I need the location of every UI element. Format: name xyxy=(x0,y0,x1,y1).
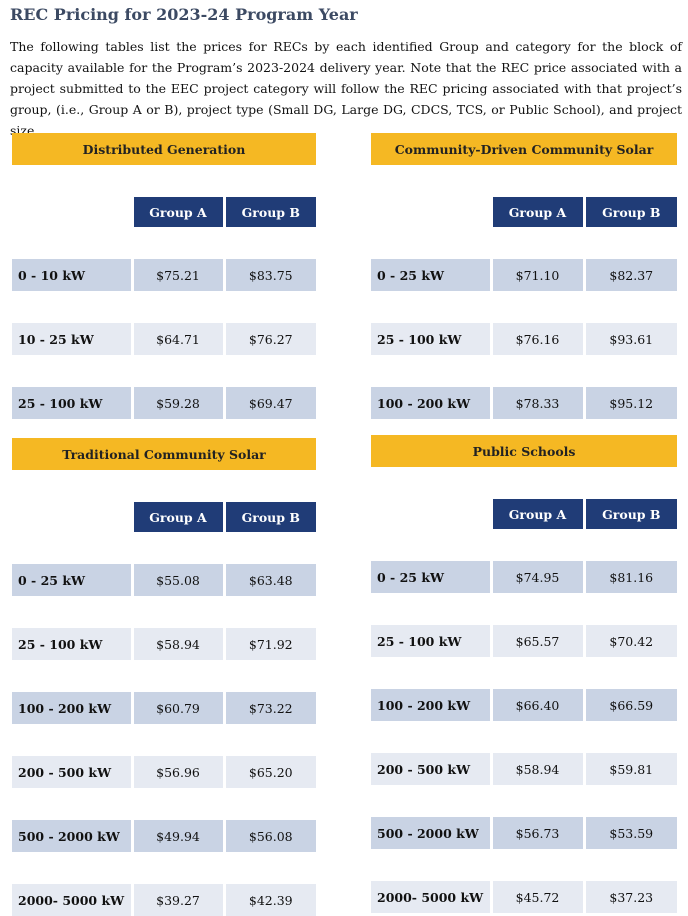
table-row: 25 - 100 kW $59.28 $69.47 xyxy=(12,387,317,419)
size-range-cell: 500 - 2000 kW xyxy=(12,820,132,852)
header-blank-cell xyxy=(371,197,491,227)
size-range-cell: 200 - 500 kW xyxy=(371,753,491,785)
size-range-cell: 0 - 25 kW xyxy=(12,564,132,596)
size-range-cell: 25 - 100 kW xyxy=(12,387,132,419)
group-b-price-cell: $93.61 xyxy=(582,323,678,355)
group-a-price-cell: $58.94 xyxy=(489,753,584,785)
group-a-price-cell: $45.72 xyxy=(489,881,584,913)
group-b-price-cell: $63.48 xyxy=(222,564,316,596)
group-b-price-cell: $70.42 xyxy=(582,625,678,657)
table-row: 100 - 200 kW $66.40 $66.59 xyxy=(371,689,678,721)
table-row: 10 - 25 kW $64.71 $76.27 xyxy=(12,323,317,355)
public-schools-table: Public Schools Group A Group B 0 - 25 kW $74… xyxy=(371,435,678,913)
column-header-group-b: Group B xyxy=(582,499,678,529)
table-row: 0 - 25 kW $55.08 $63.48 xyxy=(12,564,316,596)
table-row: 200 - 500 kW $58.94 $59.81 xyxy=(371,753,678,785)
size-range-cell: 25 - 100 kW xyxy=(371,323,491,355)
group-b-price-cell: $66.59 xyxy=(582,689,678,721)
group-a-price-cell: $66.40 xyxy=(489,689,584,721)
group-a-price-cell: $78.33 xyxy=(489,387,584,419)
column-header-group-b: Group B xyxy=(222,502,316,532)
column-header-group-a: Group A xyxy=(130,502,224,532)
column-header-group-b: Group B xyxy=(582,197,678,227)
table-row: 2000- 5000 kW $39.27 $42.39 xyxy=(12,884,316,916)
column-header-group-b: Group B xyxy=(222,197,317,227)
size-range-cell: 2000- 5000 kW xyxy=(371,881,491,913)
group-b-price-cell: $42.39 xyxy=(222,884,316,916)
group-a-price-cell: $64.71 xyxy=(130,323,224,355)
group-b-price-cell: $95.12 xyxy=(582,387,678,419)
column-header-group-a: Group A xyxy=(489,499,584,529)
group-a-price-cell: $75.21 xyxy=(130,259,224,291)
table-row: 100 - 200 kW $78.33 $95.12 xyxy=(371,387,678,419)
table-row: 0 - 10 kW $75.21 $83.75 xyxy=(12,259,317,291)
group-b-price-cell: $83.75 xyxy=(222,259,317,291)
header-blank-cell xyxy=(12,197,132,227)
size-range-cell: 100 - 200 kW xyxy=(12,692,132,724)
column-header-group-a: Group A xyxy=(489,197,584,227)
table-caption: Public Schools xyxy=(371,435,678,467)
table-caption: Community-Driven Community Solar xyxy=(371,133,678,165)
page-title: REC Pricing for 2023-24 Program Year xyxy=(10,5,358,24)
size-range-cell: 100 - 200 kW xyxy=(371,387,491,419)
group-a-price-cell: $56.96 xyxy=(130,756,224,788)
table-row: 0 - 25 kW $71.10 $82.37 xyxy=(371,259,678,291)
size-range-cell: 100 - 200 kW xyxy=(371,689,491,721)
column-header-group-a: Group A xyxy=(130,197,224,227)
table-row: 25 - 100 kW $58.94 $71.92 xyxy=(12,628,316,660)
group-a-price-cell: $60.79 xyxy=(130,692,224,724)
header-blank-cell xyxy=(371,499,491,529)
group-b-price-cell: $59.81 xyxy=(582,753,678,785)
group-a-price-cell: $39.27 xyxy=(130,884,224,916)
group-a-price-cell: $59.28 xyxy=(130,387,224,419)
traditional-community-solar-table: Traditional Community Solar Group A Group … xyxy=(12,438,316,916)
table-row: 500 - 2000 kW $56.73 $53.59 xyxy=(371,817,678,849)
size-range-cell: 0 - 10 kW xyxy=(12,259,132,291)
group-b-price-cell: $81.16 xyxy=(582,561,678,593)
table-row: 200 - 500 kW $56.96 $65.20 xyxy=(12,756,316,788)
table-row: 500 - 2000 kW $49.94 $56.08 xyxy=(12,820,316,852)
group-a-price-cell: $55.08 xyxy=(130,564,224,596)
group-a-price-cell: $74.95 xyxy=(489,561,584,593)
size-range-cell: 200 - 500 kW xyxy=(12,756,132,788)
size-range-cell: 10 - 25 kW xyxy=(12,323,132,355)
size-range-cell: 0 - 25 kW xyxy=(371,561,491,593)
table-row: 25 - 100 kW $76.16 $93.61 xyxy=(371,323,678,355)
group-b-price-cell: $56.08 xyxy=(222,820,316,852)
group-b-price-cell: $69.47 xyxy=(222,387,317,419)
group-a-price-cell: $76.16 xyxy=(489,323,584,355)
group-a-price-cell: $71.10 xyxy=(489,259,584,291)
group-a-price-cell: $58.94 xyxy=(130,628,224,660)
size-range-cell: 500 - 2000 kW xyxy=(371,817,491,849)
table-row: 25 - 100 kW $65.57 $70.42 xyxy=(371,625,678,657)
size-range-cell: 0 - 25 kW xyxy=(371,259,491,291)
table-row: 0 - 25 kW $74.95 $81.16 xyxy=(371,561,678,593)
group-b-price-cell: $82.37 xyxy=(582,259,678,291)
group-b-price-cell: $37.23 xyxy=(582,881,678,913)
intro-paragraph: The following tables list the prices for… xyxy=(10,39,682,138)
group-b-price-cell: $73.22 xyxy=(222,692,316,724)
group-a-price-cell: $65.57 xyxy=(489,625,584,657)
group-a-price-cell: $49.94 xyxy=(130,820,224,852)
size-range-cell: 25 - 100 kW xyxy=(12,628,132,660)
table-caption: Traditional Community Solar xyxy=(12,438,316,470)
size-range-cell: 2000- 5000 kW xyxy=(12,884,132,916)
group-b-price-cell: $76.27 xyxy=(222,323,317,355)
table-row: 2000- 5000 kW $45.72 $37.23 xyxy=(371,881,678,913)
table-caption: Distributed Generation xyxy=(12,133,317,165)
group-a-price-cell: $56.73 xyxy=(489,817,584,849)
size-range-cell: 25 - 100 kW xyxy=(371,625,491,657)
table-row: 100 - 200 kW $60.79 $73.22 xyxy=(12,692,316,724)
group-b-price-cell: $53.59 xyxy=(582,817,678,849)
group-b-price-cell: $65.20 xyxy=(222,756,316,788)
header-blank-cell xyxy=(12,502,132,532)
group-b-price-cell: $71.92 xyxy=(222,628,316,660)
